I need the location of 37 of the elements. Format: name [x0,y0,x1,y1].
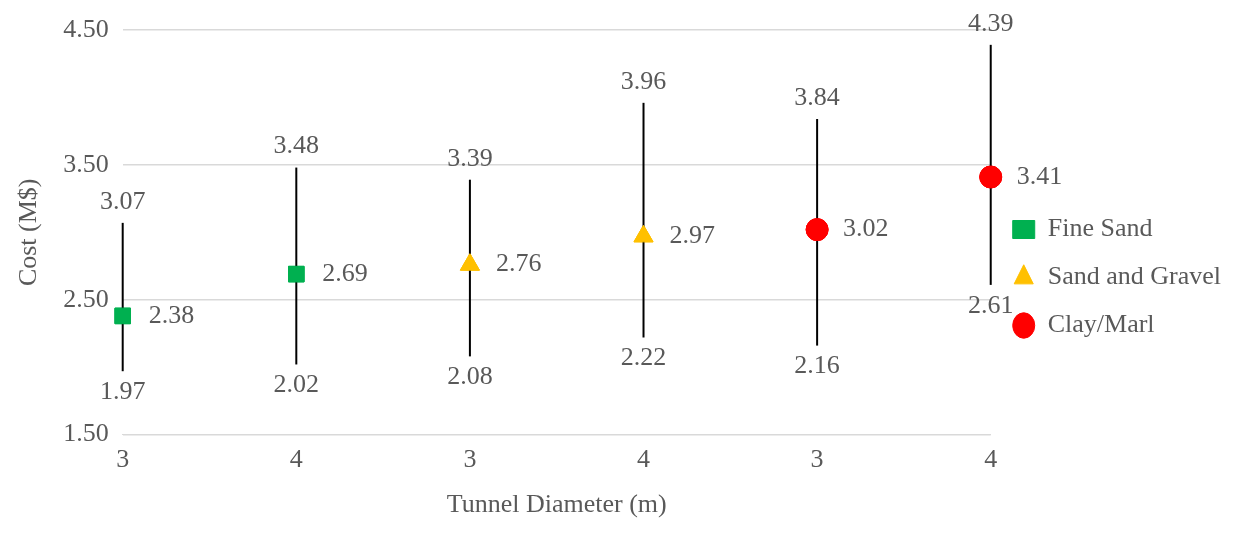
point [979,165,1003,189]
y-tick-label: 2.50 [63,283,109,313]
annotation: 4.39 [967,7,1014,37]
point [805,218,829,242]
x-tick-label: 4 [289,444,303,474]
data-label: 3.41 [1016,160,1063,190]
x-tick-label: 3 [810,444,824,474]
annotation: 2.61 [967,289,1014,319]
data-label: 2.97 [669,220,716,250]
data-label: 3.02 [843,213,889,243]
annotation: 3.48 [273,130,320,160]
x-axis-title: Tunnel Diameter (m) [446,489,667,519]
point [114,307,131,325]
legend-label: Clay/Marl [1047,309,1155,339]
legend-label: Sand and Gravel [1047,261,1221,291]
x-tick-label: 4 [984,444,998,474]
data-label: 2.69 [322,257,368,287]
annotation: 2.22 [620,342,667,372]
annotation: 3.84 [794,81,840,111]
x-tick-label: 3 [463,444,477,474]
x-tick-label: 4 [637,444,651,474]
x-tick-label: 3 [116,444,130,474]
point [288,265,305,283]
y-tick-label: 3.50 [63,148,109,178]
annotation: 2.02 [273,369,320,399]
annotation: 3.96 [620,65,667,95]
annotation: 3.07 [99,185,146,215]
data-label: 2.76 [495,248,542,278]
annotation: 3.39 [447,142,493,172]
annotation: 2.08 [447,361,493,391]
y-axis-title: Cost (M$) [13,178,43,287]
annotation: 2.16 [794,350,840,380]
y-tick-label: 1.50 [63,418,109,448]
annotation: 1.97 [99,376,146,406]
data-label: 2.38 [148,299,195,329]
legend-label: Fine Sand [1047,213,1153,243]
y-tick-label: 4.50 [63,13,109,43]
